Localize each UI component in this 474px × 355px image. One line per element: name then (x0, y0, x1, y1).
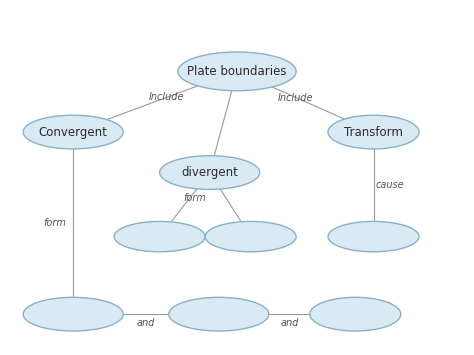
Text: Plate boundaries: Plate boundaries (187, 65, 287, 78)
Ellipse shape (114, 222, 205, 252)
Ellipse shape (160, 155, 260, 190)
Ellipse shape (310, 297, 401, 331)
Text: divergent: divergent (181, 166, 238, 179)
Text: cause: cause (375, 180, 404, 190)
Text: and: and (280, 318, 299, 328)
Text: form: form (184, 193, 207, 203)
Text: Transform: Transform (344, 126, 403, 138)
Text: and: and (137, 318, 155, 328)
Ellipse shape (178, 52, 296, 91)
Text: Convergent: Convergent (39, 126, 108, 138)
Ellipse shape (205, 222, 296, 252)
Ellipse shape (328, 115, 419, 149)
Text: form: form (44, 218, 66, 228)
Ellipse shape (23, 115, 123, 149)
Text: Include: Include (278, 93, 313, 103)
Ellipse shape (169, 297, 269, 331)
Ellipse shape (328, 222, 419, 252)
Ellipse shape (23, 297, 123, 331)
Text: Include: Include (149, 92, 184, 102)
